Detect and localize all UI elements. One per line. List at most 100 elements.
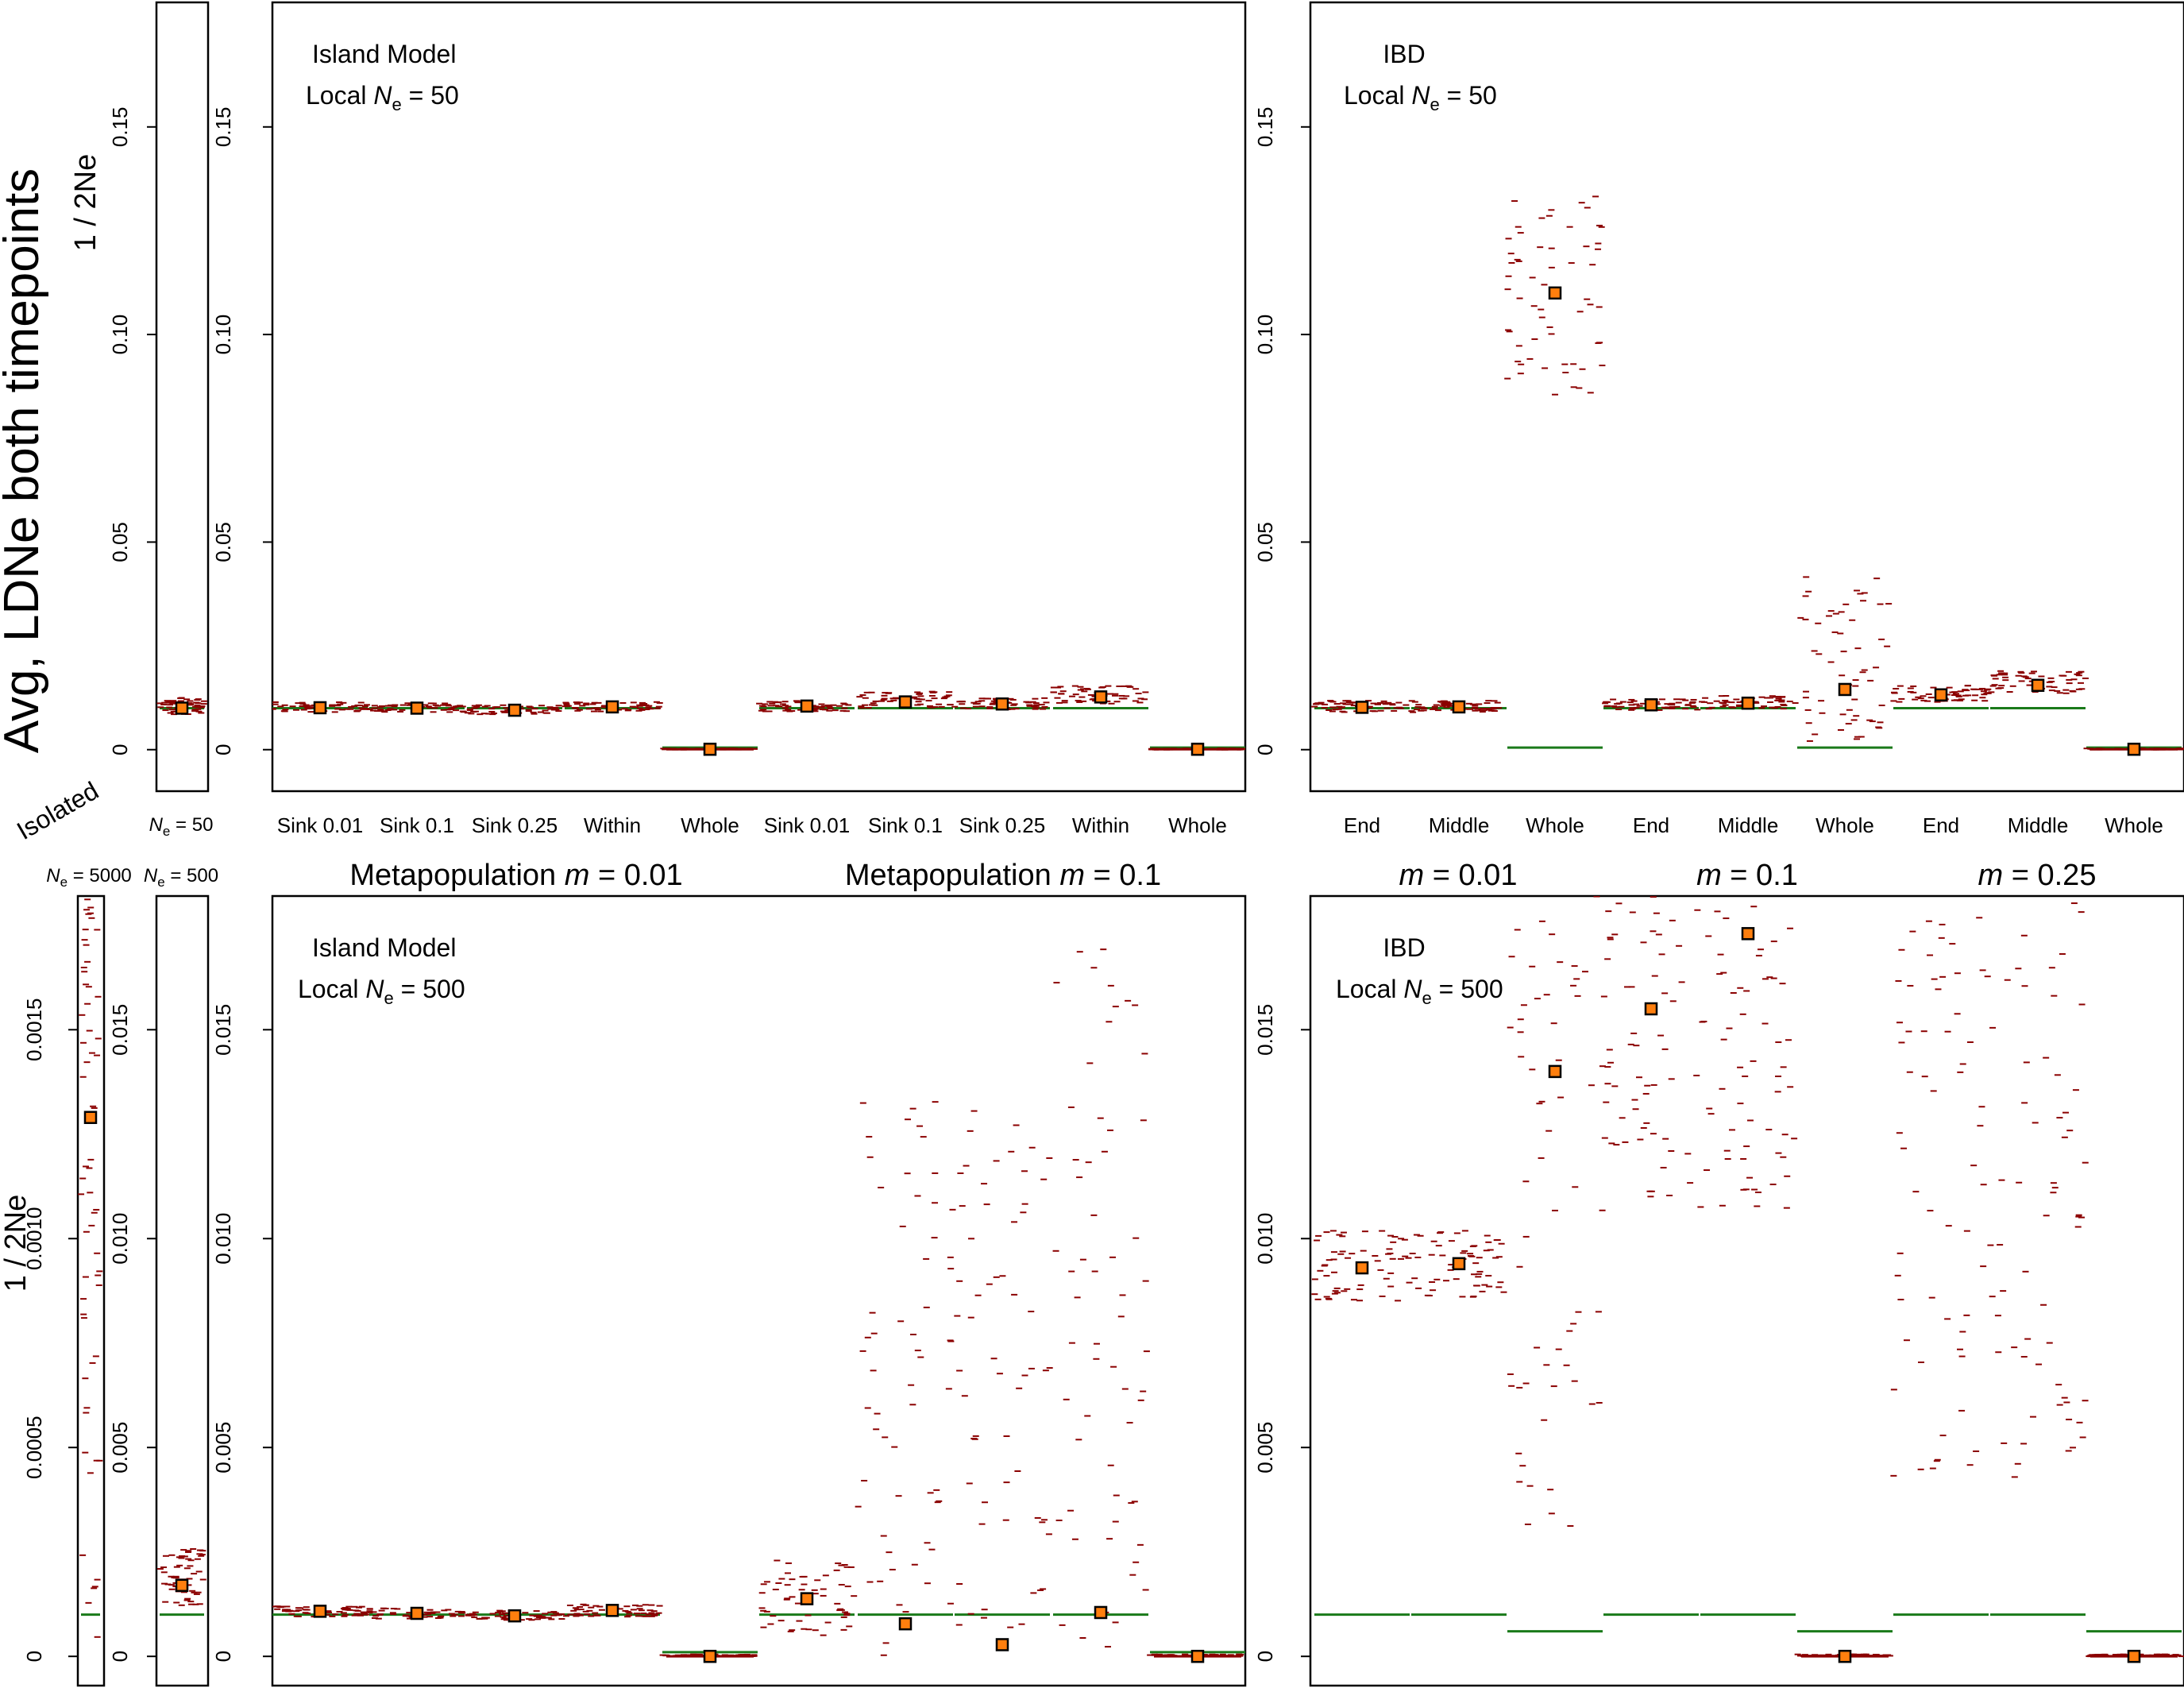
mean-marker (1355, 1261, 1369, 1275)
panel-points (1311, 195, 2184, 756)
panel-points (272, 685, 1245, 756)
title-n: N (1411, 81, 1430, 110)
mean-marker (1838, 682, 1852, 697)
title-n: N (365, 975, 384, 1003)
y-tick-label: 0.0010 (22, 1207, 46, 1270)
mean-marker (1548, 286, 1562, 300)
y-tick-label: 0 (1253, 1651, 1277, 1662)
category-label: Sink 0.25 (472, 813, 558, 837)
mean-marker (605, 700, 619, 714)
title-sub: e (1430, 95, 1440, 114)
mean-marker (175, 701, 189, 715)
category-label: Within (1072, 813, 1129, 837)
panel-points (272, 948, 1245, 1663)
panel-frame (155, 894, 210, 1687)
panel-title-line2: Local Ne = 500 (1336, 975, 1503, 1008)
y-tick-label: 0 (1253, 744, 1277, 755)
y-tick-label: 0 (22, 1651, 46, 1662)
mean-marker (1548, 1064, 1562, 1079)
title-post: = 500 (1432, 975, 1503, 1003)
mean-marker (898, 1617, 913, 1631)
y-tick-label: 0.005 (1253, 1422, 1277, 1474)
y-tick-label: 0.15 (108, 106, 132, 147)
mean-marker (703, 742, 717, 756)
category-label: Sink 0.01 (764, 813, 850, 837)
header-ibd-m001: m = 0.01 (1399, 859, 1518, 892)
panel-points (156, 1548, 206, 1617)
header-metapop-001: Metapopulation m = 0.01 (349, 859, 682, 892)
mean-marker (1190, 742, 1205, 756)
category-label: Whole (1168, 813, 1227, 837)
mean-marker (1094, 690, 1108, 704)
mean-marker (2031, 678, 2045, 692)
mean-marker (507, 1609, 522, 1623)
mean-marker (313, 701, 327, 715)
category-label: Whole (1815, 813, 1874, 837)
y-tick-label: 0.005 (211, 1422, 235, 1474)
title-pre: Local (1344, 81, 1411, 110)
category-label: Sink 0.1 (868, 813, 943, 837)
panel-bottom-island: 0 0.005 0.010 0.015 Island Model Local Ne = 5… (211, 894, 1247, 1687)
panel-top-island: 0 0.05 0.10 0.15 Sink 0.01 Sink 0.1 Sink 0.25 W… (211, 1, 1247, 837)
mean-marker (995, 1638, 1009, 1651)
mean-marker (410, 701, 424, 715)
mean-marker (800, 1592, 814, 1605)
panel-frame (76, 894, 106, 1687)
isolated-ne5000-label: Ne = 5000 (46, 865, 132, 890)
mean-marker (703, 1649, 717, 1663)
y-tick-label: 0.10 (108, 315, 132, 355)
panel-points (78, 898, 103, 1638)
panel-title-line1: IBD (1383, 933, 1425, 962)
y-tick-label: 0.010 (108, 1213, 132, 1265)
mean-marker (313, 1605, 327, 1618)
mean-marker (605, 1604, 619, 1617)
title-post: = 50 (1440, 81, 1497, 110)
mean-marker (1934, 688, 1948, 701)
mean-marker (1838, 1649, 1852, 1663)
mean-marker (410, 1606, 424, 1620)
isolated-ne50-label: Ne = 50 (149, 814, 214, 839)
mean-marker (1644, 698, 1658, 712)
main-y-label: Avg, LDNe both timepoints (0, 168, 49, 753)
category-label: Whole (1526, 813, 1584, 837)
mean-marker (83, 1111, 98, 1124)
mean-marker (800, 699, 814, 713)
mean-marker (1094, 1605, 1108, 1620)
panel-title-line1: IBD (1383, 40, 1425, 68)
chart-panels: 0 0.05 0.10 0.15 0 0.05 0.10 0.15 Sink 0.01 Sink … (22, 1, 2184, 1687)
category-label: Within (584, 813, 641, 837)
panel-frame (1309, 894, 2184, 1687)
y-tick-label: 0 (211, 744, 235, 755)
panel-frame (271, 894, 1247, 1687)
category-label: Middle (1718, 813, 1779, 837)
mean-marker (1741, 927, 1755, 941)
mean-marker (1190, 1649, 1205, 1663)
title-sub: e (1422, 988, 1432, 1008)
title-sub: e (384, 988, 394, 1008)
isolated-label: Isolated (12, 776, 103, 845)
panel-title-line2: Local Ne = 50 (306, 81, 459, 114)
y-tick-label: 0.15 (1253, 106, 1277, 147)
header-ibd-m01: m = 0.1 (1696, 859, 1798, 892)
bottom-y-label: 1 / 2Ne (0, 1195, 33, 1292)
mean-marker (1644, 1002, 1658, 1016)
panel-title-line2: Local Ne = 500 (298, 975, 465, 1008)
mean-marker (995, 697, 1009, 711)
title-post: = 500 (394, 975, 465, 1003)
category-label: End (1344, 813, 1380, 837)
bottom-y-label-text: 1 / 2Ne (0, 1195, 33, 1292)
category-label: Sink 0.1 (380, 813, 454, 837)
mean-marker (2127, 742, 2141, 756)
category-label: End (1633, 813, 1669, 837)
panel-frame (1309, 1, 2184, 793)
y-tick-label: 0.10 (211, 315, 235, 355)
mean-marker (1741, 696, 1755, 710)
y-tick-label: 0.05 (108, 522, 132, 562)
y-tick-label: 0 (211, 1651, 235, 1662)
y-tick-label: 0.0015 (22, 999, 46, 1062)
y-tick-label: 0.010 (211, 1213, 235, 1265)
panel-points (1311, 896, 2184, 1663)
panel-title-line1: Island Model (312, 933, 456, 962)
panel-title-line1: Island Model (312, 40, 456, 68)
y-tick-label: 0.15 (211, 106, 235, 147)
